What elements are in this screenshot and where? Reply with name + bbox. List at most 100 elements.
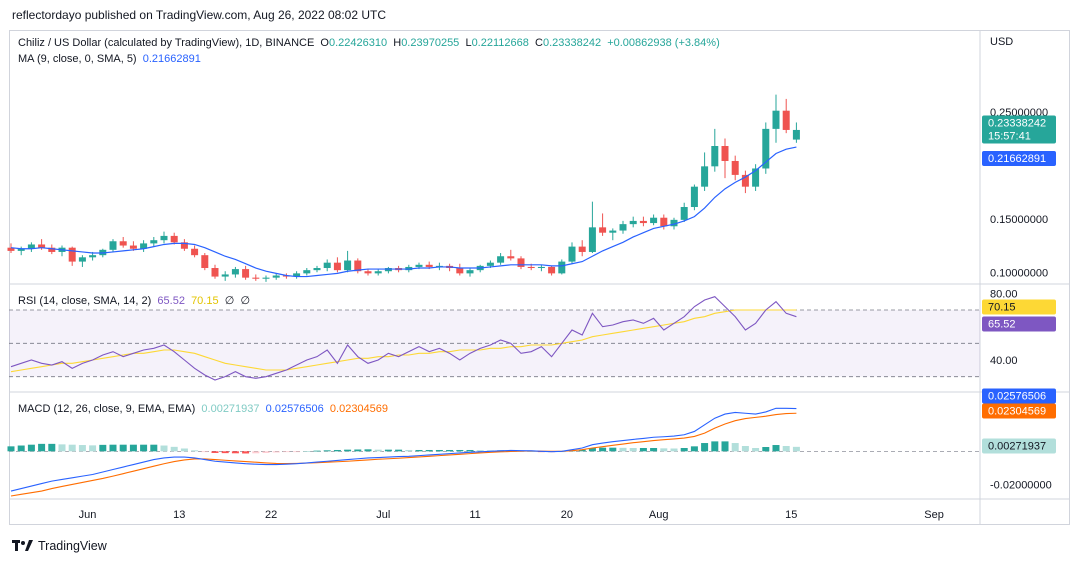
- candle-body: [752, 168, 760, 187]
- price-axis-tick: 0.10000000: [990, 267, 1048, 279]
- macd-value: 0.02576506: [265, 403, 324, 415]
- candles-group: [7, 94, 800, 282]
- candle-body: [466, 270, 474, 274]
- candle-body: [782, 110, 790, 130]
- macd-histogram-bar: [282, 451, 290, 453]
- candle-body: [323, 262, 331, 269]
- macd-histogram-bar: [395, 449, 403, 452]
- candle-body: [619, 224, 627, 231]
- candle-body: [639, 220, 647, 224]
- candle-body: [629, 220, 637, 225]
- candle-body: [201, 255, 209, 269]
- macd-histogram-bar: [89, 445, 97, 452]
- macd-histogram-bar: [242, 451, 250, 454]
- ma-legend: MA (9, close, 0, SMA, 5) 0.21662891: [18, 53, 201, 65]
- macd-histogram-bar: [48, 443, 56, 452]
- candle-body: [344, 260, 352, 271]
- macd-histogram-bar: [374, 449, 382, 452]
- time-axis-tick: 20: [561, 509, 573, 521]
- macd-histogram-bar: [741, 446, 749, 452]
- macd-badge: 0.02576506: [982, 388, 1056, 404]
- macd-histogram-bar: [629, 448, 637, 452]
- candle-body: [262, 277, 270, 279]
- candle-body: [191, 248, 199, 256]
- macd-label: MACD (12, 26, close, 9, EMA, EMA): [18, 403, 196, 415]
- candle-body: [48, 247, 56, 252]
- time-axis-tick: 13: [173, 509, 185, 521]
- ma-line: [10, 146, 797, 278]
- macd-hist-badge-bg: [982, 438, 1056, 454]
- macd-signal-badge: 0.02304569: [982, 403, 1056, 419]
- macd-histogram-bar: [721, 441, 729, 452]
- candle-body: [303, 270, 311, 274]
- candle-body: [486, 262, 494, 266]
- candle-body: [650, 217, 658, 224]
- price-axis-currency: USD: [990, 36, 1013, 48]
- candle-body: [38, 244, 46, 248]
- rsi-ma-line: [10, 309, 797, 373]
- rsi-axis-tick: 80.00: [990, 288, 1018, 300]
- candle-body: [89, 255, 97, 258]
- rsi-ma-badge-text: 70.15: [988, 302, 1016, 314]
- macd-histogram-bar: [578, 449, 586, 452]
- tradingview-brand[interactable]: TradingView: [12, 539, 107, 553]
- candle-body: [140, 243, 148, 249]
- macd-badge-text: 0.02576506: [988, 391, 1046, 403]
- candle-body: [599, 227, 607, 233]
- rsi-null-1: ∅: [224, 295, 235, 307]
- rsi-label: RSI (14, close, SMA, 14, 2): [18, 295, 152, 307]
- candle-body: [425, 264, 433, 267]
- rsi-ma-value: 70.15: [191, 295, 219, 307]
- candle-body: [272, 275, 280, 278]
- macd-histogram-bar: [619, 447, 627, 452]
- macd-histogram-bar: [27, 444, 35, 452]
- price-badge-text: 0.23338242: [988, 118, 1046, 130]
- close-value: 0.23338242: [542, 37, 602, 49]
- macd-histogram-bar: [293, 451, 301, 453]
- macd-histogram-bar: [690, 446, 698, 452]
- macd-histogram-bar: [119, 444, 127, 452]
- macd-histogram-bar: [527, 451, 535, 452]
- candle-body: [701, 166, 709, 187]
- macd-histogram-bar: [599, 447, 607, 452]
- candle-body: [762, 128, 770, 169]
- candle-body: [17, 248, 25, 251]
- candle-body: [792, 129, 800, 140]
- candle-body: [537, 266, 545, 269]
- candle-body: [690, 186, 698, 208]
- macd-line: [10, 407, 797, 492]
- time-axis-tick: Sep: [924, 509, 944, 521]
- rsi-ma-badge: 70.15: [982, 299, 1056, 315]
- macd-histogram-bar: [680, 448, 688, 452]
- macd-histogram-bar: [38, 443, 46, 452]
- ma-label: MA (9, close, 0, SMA, 5): [18, 53, 137, 65]
- macd-histogram-bar: [140, 444, 148, 452]
- macd-hist-value: 0.00271937: [201, 403, 260, 415]
- macd-histogram-bar: [405, 449, 413, 452]
- candle-body: [354, 260, 362, 272]
- candle-body: [497, 256, 505, 263]
- macd-histogram-bar: [68, 444, 76, 452]
- time-axis-tick: 22: [265, 509, 277, 521]
- macd-histogram-bar: [333, 449, 341, 452]
- macd-hist-badge: 0.00271937: [982, 438, 1056, 454]
- macd-histogram-bar: [160, 445, 168, 452]
- candle-body: [374, 271, 382, 274]
- rsi-badge-text: 65.52: [988, 319, 1016, 331]
- ma-badge-text: 0.21662891: [988, 153, 1046, 165]
- macd-histogram-bar: [231, 451, 239, 454]
- price-badge-bg: [982, 115, 1056, 144]
- macd-axis-tick: -0.02000000: [990, 479, 1052, 491]
- candle-body: [221, 274, 229, 277]
- macd-histogram-bar: [639, 448, 647, 452]
- low-label: L: [465, 37, 472, 49]
- macd-histogram-bar: [221, 451, 229, 454]
- macd-histogram-bar: [364, 449, 372, 452]
- macd-histogram-bar: [782, 446, 790, 452]
- candle-body: [170, 235, 178, 243]
- rsi-ma-badge-bg: [982, 299, 1056, 315]
- tradingview-logo-icon: [12, 540, 33, 551]
- ma-badge-bg: [982, 151, 1056, 167]
- candle-body: [211, 268, 219, 277]
